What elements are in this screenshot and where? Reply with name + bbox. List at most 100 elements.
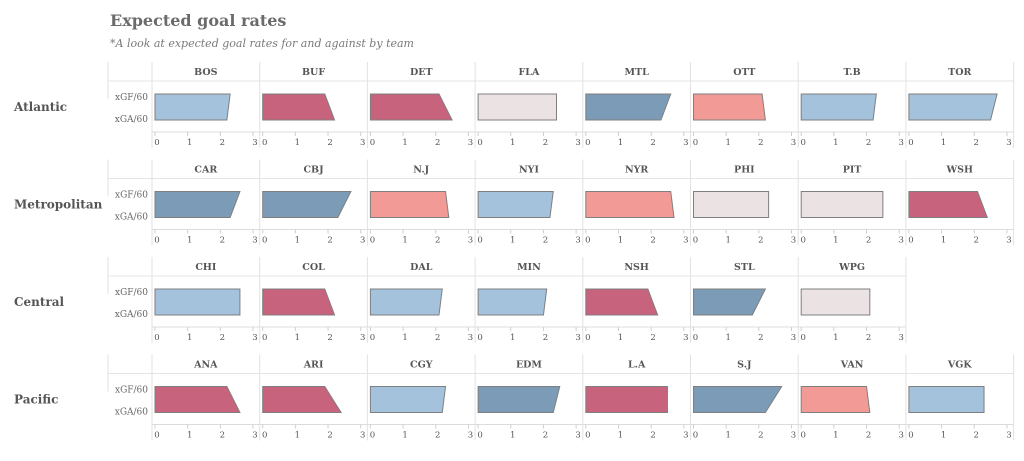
tick-label: 0 bbox=[693, 236, 698, 246]
team-cell-cbj: CBJ 0 1 2 3 bbox=[259, 159, 368, 246]
bar-nyr bbox=[585, 191, 675, 218]
team-label: EDM bbox=[516, 360, 542, 371]
tick-label: 2 bbox=[758, 138, 763, 148]
bar-det bbox=[369, 93, 453, 121]
bar-nyi bbox=[477, 191, 554, 218]
tick-label: 3 bbox=[898, 138, 903, 148]
team-label: PHI bbox=[734, 165, 755, 176]
team-cell-wpg: WPG 0 1 2 3 bbox=[797, 257, 906, 343]
tick-label: 1 bbox=[402, 333, 407, 343]
tick-label: 0 bbox=[477, 236, 482, 246]
tick-label: 0 bbox=[477, 333, 482, 343]
tick-label: 3 bbox=[1006, 431, 1011, 441]
team-label: L.A bbox=[628, 360, 646, 371]
tick-label: 1 bbox=[510, 236, 515, 246]
tick-label: 2 bbox=[650, 138, 655, 148]
tick-label: 2 bbox=[543, 431, 548, 441]
tick-label: 3 bbox=[360, 236, 365, 246]
team-cell-cgy: CGY 0 1 2 3 bbox=[366, 354, 476, 441]
tick-label: 0 bbox=[693, 138, 698, 148]
team-label: VAN bbox=[840, 360, 864, 371]
tick-label: 0 bbox=[154, 431, 159, 441]
tick-label: 1 bbox=[833, 138, 838, 148]
team-label: S.J bbox=[737, 360, 752, 371]
bar-ana bbox=[154, 386, 241, 413]
team-cell-ott: OTT 0 1 2 3 bbox=[690, 62, 799, 148]
tick-label: 3 bbox=[252, 333, 257, 343]
team-label: CAR bbox=[194, 165, 217, 176]
tick-label: 1 bbox=[725, 333, 730, 343]
tick-label: 0 bbox=[585, 138, 590, 148]
division-label: Metropolitan bbox=[14, 198, 103, 212]
row-label-xga: xGA/60 bbox=[115, 213, 149, 223]
tick-label: 3 bbox=[252, 431, 257, 441]
tick-label: 2 bbox=[543, 236, 548, 246]
tick-label: 3 bbox=[1006, 138, 1011, 148]
tick-label: 2 bbox=[758, 333, 763, 343]
tick-label: 1 bbox=[295, 236, 300, 246]
tick-label: 2 bbox=[758, 431, 763, 441]
tick-label: 1 bbox=[510, 333, 515, 343]
team-label: DET bbox=[410, 67, 433, 78]
bar-van bbox=[800, 386, 871, 413]
bar-tb bbox=[800, 93, 877, 121]
team-cell-tb: T.B 0 1 2 3 bbox=[797, 62, 906, 148]
team-cell-edm: EDM 0 1 2 3 bbox=[474, 354, 583, 441]
bar-nsh bbox=[585, 288, 659, 316]
tick-label: 1 bbox=[725, 236, 730, 246]
tick-label: 0 bbox=[154, 236, 159, 246]
team-label: VGK bbox=[947, 360, 972, 371]
team-cell-la: L.A 0 1 2 3 bbox=[582, 354, 691, 441]
tick-label: 0 bbox=[800, 333, 805, 343]
team-label: NYR bbox=[625, 165, 648, 176]
tick-label: 0 bbox=[370, 138, 375, 148]
tick-label: 2 bbox=[220, 431, 225, 441]
division-pacific: Pacific xGF/60 xGA/60 ANA 0 1 2 3 ARI 0 1 2 3 CGY 0 1 2 3… bbox=[14, 354, 1015, 441]
team-cell-car: CAR 0 1 2 3 bbox=[151, 159, 260, 246]
tick-label: 1 bbox=[618, 138, 623, 148]
team-cell-nyr: NYR 0 1 2 3 bbox=[582, 159, 691, 246]
tick-label: 2 bbox=[327, 431, 332, 441]
tick-label: 2 bbox=[650, 333, 655, 343]
division-label: Central bbox=[14, 295, 65, 309]
tick-label: 3 bbox=[575, 138, 580, 148]
tick-label: 1 bbox=[187, 431, 192, 441]
bar-buf bbox=[262, 93, 336, 121]
team-label: OTT bbox=[733, 67, 755, 78]
tick-label: 2 bbox=[974, 236, 979, 246]
team-label: PIT bbox=[843, 165, 862, 176]
team-label: CGY bbox=[410, 360, 433, 371]
team-cell-col: COL 0 1 2 3 bbox=[259, 257, 368, 343]
bar-nj bbox=[369, 191, 450, 218]
tick-label: 1 bbox=[941, 138, 946, 148]
team-cell-vgk: VGK 0 1 2 3 bbox=[905, 354, 1014, 441]
tick-label: 0 bbox=[477, 138, 482, 148]
tick-label: 2 bbox=[650, 236, 655, 246]
tick-label: 1 bbox=[510, 138, 515, 148]
bar-edm bbox=[477, 386, 561, 413]
bar-col bbox=[262, 288, 336, 316]
tick-label: 3 bbox=[360, 138, 365, 148]
bar-phi bbox=[693, 191, 770, 218]
tick-label: 1 bbox=[618, 236, 623, 246]
tick-label: 1 bbox=[402, 236, 407, 246]
team-cell-ana: ANA 0 1 2 3 bbox=[151, 354, 260, 441]
tick-label: 2 bbox=[220, 138, 225, 148]
team-label: CBJ bbox=[304, 165, 325, 176]
tick-label: 2 bbox=[435, 333, 440, 343]
tick-label: 2 bbox=[435, 431, 440, 441]
tick-label: 3 bbox=[791, 431, 796, 441]
tick-label: 3 bbox=[898, 431, 903, 441]
tick-label: 3 bbox=[791, 236, 796, 246]
chart-subtitle: *A look at expected goal rates for and a… bbox=[110, 37, 414, 50]
team-label: DAL bbox=[410, 262, 433, 273]
bar-dal bbox=[369, 288, 443, 316]
tick-label: 0 bbox=[908, 431, 913, 441]
bar-car bbox=[154, 191, 241, 218]
bar-cbj bbox=[262, 191, 352, 218]
tick-label: 3 bbox=[683, 431, 688, 441]
row-label-xgf: xGF/60 bbox=[115, 93, 148, 103]
row-label-xga: xGA/60 bbox=[115, 310, 149, 320]
